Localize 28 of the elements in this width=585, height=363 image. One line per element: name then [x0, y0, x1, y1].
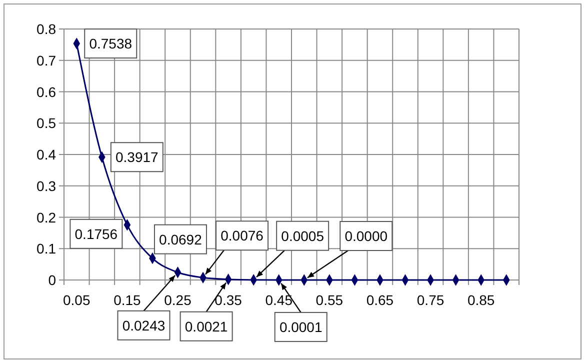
data-label: 0.0005 — [281, 228, 324, 244]
data-label: 0.0021 — [184, 318, 228, 334]
x-tick-label: 0.65 — [366, 292, 394, 308]
x-tick-label: 0.35 — [214, 292, 242, 308]
x-tick-label: 0.55 — [316, 292, 344, 308]
data-label: 0.0076 — [220, 228, 264, 244]
data-label: 0.1756 — [74, 226, 118, 242]
x-tick-label: 0.45 — [265, 292, 293, 308]
x-tick-label: 0.25 — [164, 292, 192, 308]
y-tick-label: 0.4 — [36, 146, 56, 162]
y-tick-label: 0 — [48, 272, 56, 288]
data-label: 0.0243 — [122, 317, 166, 334]
y-tick-label: 0.2 — [36, 209, 56, 226]
y-tick-label: 0.3 — [36, 178, 56, 194]
data-label: 0.0001 — [279, 318, 322, 335]
data-label: 0.3917 — [116, 149, 159, 166]
y-tick-label: 0.1 — [36, 240, 56, 257]
data-label: 0.7538 — [89, 35, 132, 52]
x-tick-label: 0.75 — [416, 292, 444, 308]
y-tick-label: 0.7 — [36, 52, 56, 68]
y-tick-label: 0.5 — [36, 115, 56, 132]
y-tick-label: 0.6 — [36, 84, 56, 100]
data-label: 0.0692 — [159, 231, 202, 248]
x-tick-label: 0.85 — [467, 292, 495, 308]
x-tick-label: 0.15 — [114, 292, 142, 308]
x-tick-label: 0.05 — [63, 292, 90, 308]
y-tick-label: 0.8 — [36, 21, 56, 37]
data-label: 0.0000 — [344, 228, 388, 244]
